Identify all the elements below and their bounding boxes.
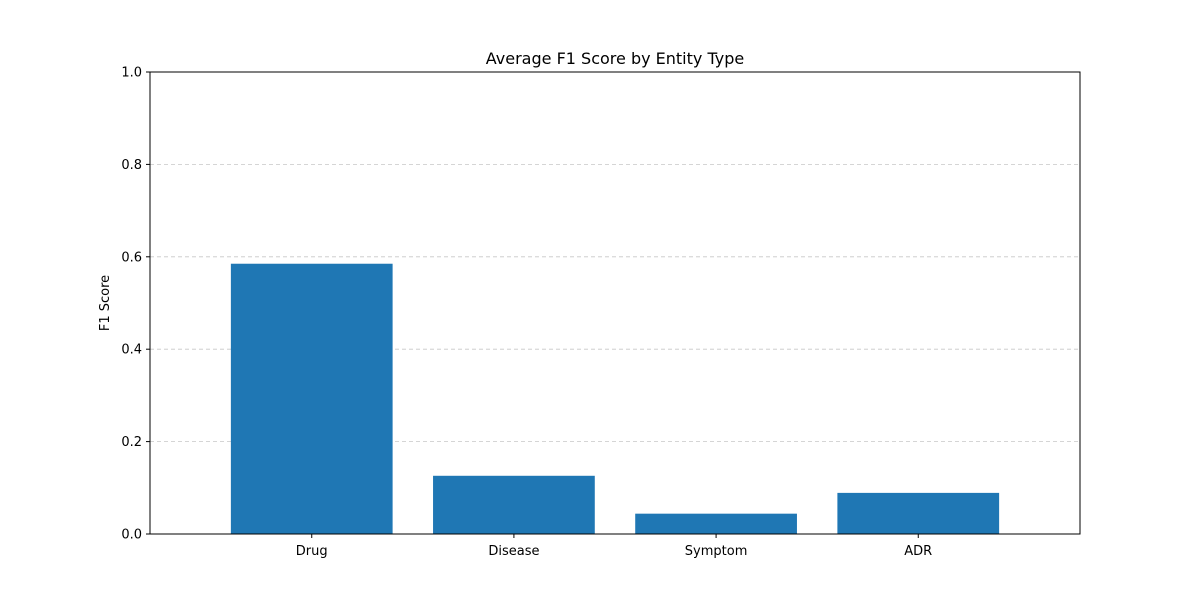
y-tick-label: 1.0 — [121, 66, 142, 81]
bar-adr — [837, 492, 1000, 534]
bars — [230, 263, 1000, 534]
x-axis: Drug Disease Symptom ADR — [296, 534, 932, 559]
chart-title: Average F1 Score by Entity Type — [486, 49, 744, 68]
x-tick-label: Disease — [488, 544, 539, 559]
plot-frame — [149, 71, 1081, 535]
bar-drug — [230, 263, 393, 534]
y-tick-label: 0.4 — [121, 343, 142, 358]
y-tick-label: 0.2 — [121, 435, 142, 450]
y-tick-label: 0.8 — [121, 158, 142, 173]
y-tick-label: 0.6 — [121, 250, 142, 265]
y-tick-label: 0.0 — [121, 528, 142, 543]
bar-disease — [433, 475, 595, 534]
x-tick-label: Drug — [296, 544, 328, 559]
x-tick-label: ADR — [904, 544, 932, 559]
bar-symptom — [635, 513, 797, 534]
x-tick-label: Symptom — [685, 544, 748, 559]
y-axis: 0.0 0.2 0.4 0.6 0.8 1.0 — [121, 66, 150, 543]
y-axis-label: F1 Score — [98, 275, 113, 331]
